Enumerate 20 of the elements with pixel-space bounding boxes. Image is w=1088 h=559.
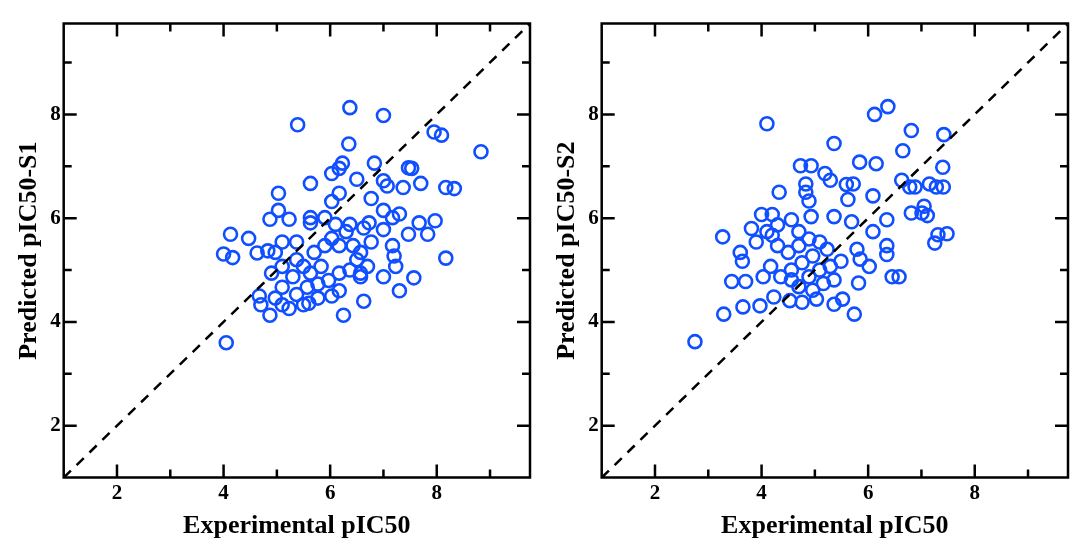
x-tick-label: 2 <box>111 479 123 504</box>
x-tick-label: 4 <box>756 479 768 504</box>
y-tick-label: 4 <box>588 308 600 333</box>
y-tick-label: 4 <box>50 308 62 333</box>
x-tick-label: 6 <box>862 479 874 504</box>
x-axis-title: Experimental pIC50 <box>721 510 949 540</box>
x-axis-title: Experimental pIC50 <box>183 510 411 540</box>
y-axis-title: Predicted pIC50-S1 <box>13 141 43 360</box>
x-tick-label: 8 <box>431 479 442 504</box>
y-tick-label: 6 <box>50 204 61 229</box>
y-tick-label: 2 <box>588 412 599 437</box>
x-tick-label: 2 <box>649 479 661 504</box>
y-tick-label: 8 <box>588 100 599 125</box>
y-tick-label: 6 <box>588 204 599 229</box>
x-tick-label: 6 <box>324 479 336 504</box>
x-tick-label: 4 <box>218 479 230 504</box>
x-tick-label: 8 <box>969 479 980 504</box>
y-axis-title: Predicted pIC50-S2 <box>551 141 581 360</box>
y-tick-label: 8 <box>50 100 61 125</box>
y-tick-label: 2 <box>50 412 61 437</box>
